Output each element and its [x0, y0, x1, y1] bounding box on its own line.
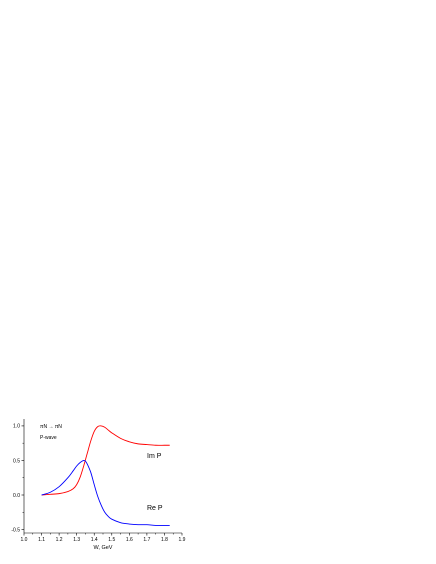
y-ticks: -0.5 0.0 0.5 1.0: [11, 424, 24, 533]
series-label-im-p: Im P: [147, 453, 162, 460]
wave-annotation: P-wave: [40, 435, 57, 441]
series-line-re-p: [41, 459, 170, 526]
x-tick-label: 1.6: [126, 537, 133, 543]
y-tick-label: 0.5: [13, 458, 20, 464]
y-tick-label: -0.5: [11, 527, 20, 533]
x-tick-label: 1.7: [143, 537, 150, 543]
x-tick-label: 1.8: [161, 537, 168, 543]
x-tick-label: 1.1: [38, 537, 45, 543]
reaction-annotation: πN → πN: [40, 424, 62, 430]
x-axis-label: W, GeV: [94, 545, 113, 551]
x-tick-label: 1.0: [21, 537, 28, 543]
y-tick-label: 1.0: [13, 424, 20, 430]
x-tick-label: 1.5: [108, 537, 115, 543]
x-tick-label: 1.9: [179, 537, 186, 543]
x-tick-label: 1.4: [91, 537, 98, 543]
y-tick-label: 0.0: [13, 493, 20, 499]
series-layer: [41, 425, 170, 526]
series-line-im-p: [41, 425, 170, 496]
x-tick-label: 1.3: [73, 537, 80, 543]
x-ticks: 1.0 1.1 1.2 1.3 1.4 1.5 1.6 1.7 1.8 1.9: [21, 533, 186, 543]
series-label-re-p: Re P: [147, 505, 163, 512]
x-tick-label: 1.2: [56, 537, 63, 543]
